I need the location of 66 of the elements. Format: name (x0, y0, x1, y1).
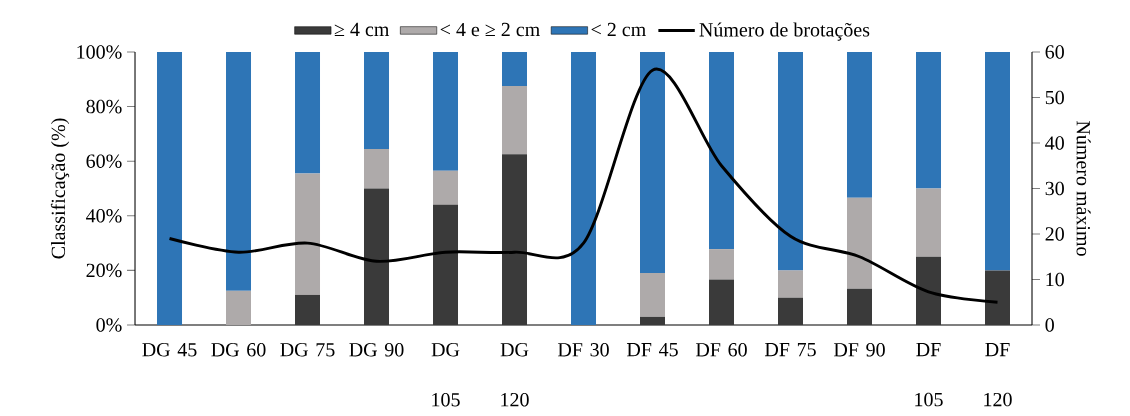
category-label: DG 120 (500, 343, 529, 407)
bar (433, 204, 459, 325)
y-tick-label: 20% (86, 263, 122, 278)
y2-tick-label: 40 (1045, 136, 1064, 150)
line-series (168, 68, 999, 304)
bar (571, 51, 596, 325)
y-tick-label: 0% (96, 318, 122, 332)
bar (709, 51, 735, 250)
bar (916, 188, 941, 257)
bar (778, 297, 803, 325)
x-tick-label: DF 30 (557, 343, 609, 357)
bar (364, 148, 390, 189)
bar (847, 197, 872, 289)
y-tick-label: 100% (77, 45, 122, 59)
x-tick-label: DF 45 (626, 343, 678, 357)
x-tick-label: DG 90 (349, 343, 404, 357)
bar (709, 279, 735, 325)
y2-tick-label: 50 (1045, 90, 1064, 105)
bar (916, 51, 941, 189)
y-axis-title: Classificação (%) (50, 118, 70, 259)
x-tick-label: DG 45 (142, 343, 197, 357)
y2-tick-label: 20 (1045, 227, 1064, 241)
bar (502, 154, 528, 325)
y2-tick-label: 60 (1045, 45, 1064, 59)
y2-axis-title: Número máximo (1076, 121, 1091, 256)
x-tick-label: DG 75 (280, 343, 335, 357)
y-tick-label: 80% (86, 99, 122, 114)
bar (295, 51, 321, 174)
category-label: DG 105 (431, 343, 460, 407)
legend-label: < 4 e ≥ 2 cm (440, 22, 540, 37)
legend-label: ≥ 4 cm (334, 22, 390, 37)
y-tick-label: 60% (86, 154, 122, 168)
legend-label: Número de brotações (699, 22, 870, 41)
y2-tick-label: 30 (1045, 181, 1064, 196)
bar (985, 270, 1010, 325)
bar (778, 51, 803, 271)
bar (916, 256, 941, 325)
x-tick-label: DF 75 (764, 343, 816, 357)
bar (847, 51, 872, 198)
y2-tick-label: 10 (1046, 272, 1064, 287)
bar (640, 316, 666, 325)
legend-label: < 2 cm (591, 22, 646, 37)
bar (364, 51, 390, 149)
bar (709, 249, 735, 280)
x-tick-label: DF 90 (833, 343, 885, 357)
bar (226, 51, 252, 291)
category-label: DF 105 (915, 343, 943, 407)
bar (640, 273, 666, 317)
y2-tick-label: 0 (1045, 318, 1054, 332)
bar (295, 294, 321, 325)
x-tick-label: DG 60 (211, 343, 266, 357)
bar (295, 173, 321, 295)
y-tick-label: 40% (86, 209, 122, 223)
bar (157, 51, 183, 325)
bar (502, 86, 528, 155)
bar (778, 270, 803, 298)
bar (364, 188, 390, 325)
category-label: DF 120 (984, 343, 1012, 407)
bar (502, 51, 528, 87)
x-tick-label: DF 60 (695, 343, 747, 357)
bar (433, 170, 459, 205)
bar (433, 51, 459, 171)
bar (640, 51, 666, 274)
bar (847, 288, 872, 325)
bar (226, 290, 252, 325)
bar (985, 51, 1010, 271)
